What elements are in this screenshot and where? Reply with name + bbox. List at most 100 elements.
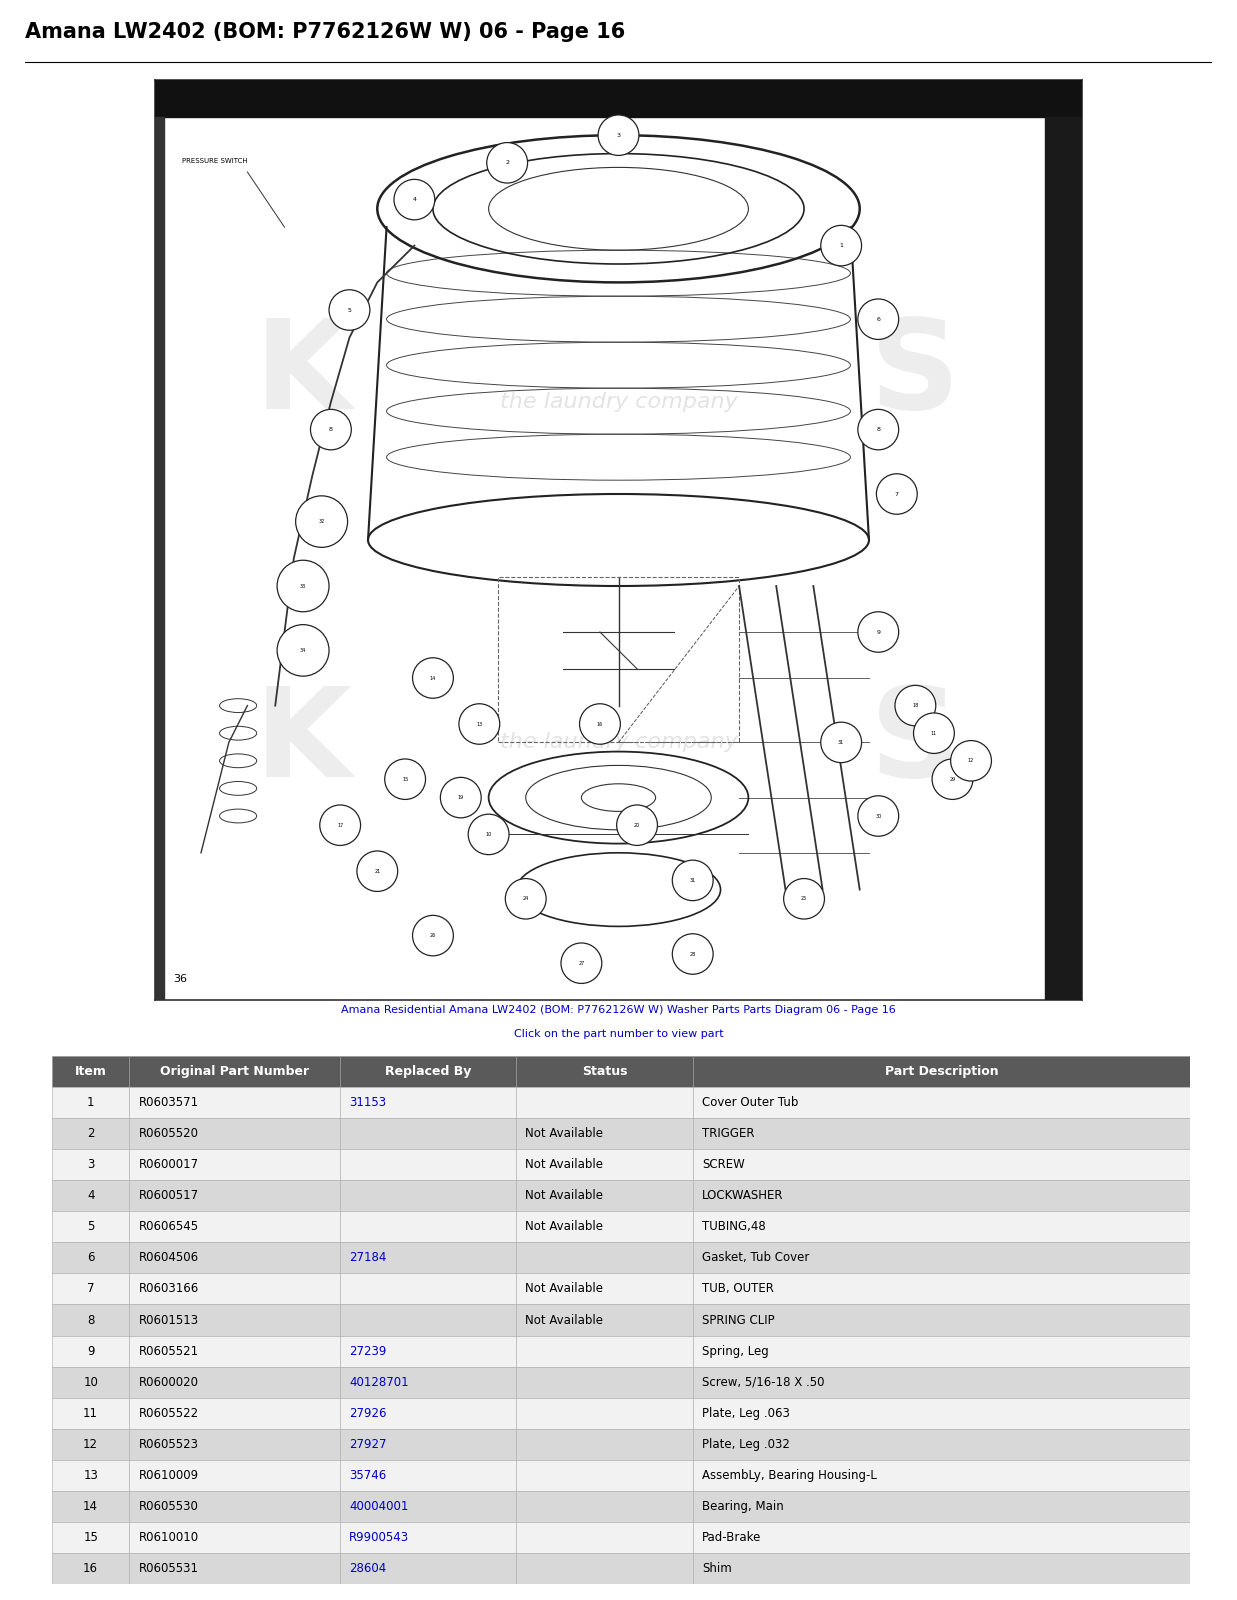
Bar bbox=[52, 1304, 130, 1336]
Bar bbox=[340, 1304, 516, 1336]
Circle shape bbox=[579, 704, 620, 744]
Circle shape bbox=[329, 290, 370, 330]
Text: 27239: 27239 bbox=[349, 1344, 386, 1357]
Bar bbox=[516, 1429, 693, 1459]
Text: 10: 10 bbox=[83, 1376, 98, 1389]
Text: Gasket, Tub Cover: Gasket, Tub Cover bbox=[701, 1251, 809, 1264]
Bar bbox=[52, 1522, 130, 1554]
Bar bbox=[693, 1274, 1190, 1304]
Bar bbox=[52, 1242, 130, 1274]
Circle shape bbox=[296, 496, 348, 547]
Text: Shim: Shim bbox=[701, 1562, 731, 1574]
Text: 1: 1 bbox=[839, 243, 844, 248]
Circle shape bbox=[356, 851, 397, 891]
Text: K: K bbox=[255, 682, 351, 803]
Text: 28: 28 bbox=[689, 952, 696, 957]
Bar bbox=[130, 1522, 340, 1554]
Text: Not Available: Not Available bbox=[526, 1314, 604, 1326]
Text: 13: 13 bbox=[83, 1469, 98, 1482]
Text: 27926: 27926 bbox=[349, 1406, 386, 1419]
Text: 33: 33 bbox=[299, 584, 307, 589]
Text: 35746: 35746 bbox=[349, 1469, 386, 1482]
Bar bbox=[693, 1242, 1190, 1274]
Text: S: S bbox=[871, 314, 960, 435]
Circle shape bbox=[505, 878, 546, 918]
Bar bbox=[130, 1429, 340, 1459]
Bar bbox=[340, 1429, 516, 1459]
Text: Not Available: Not Available bbox=[526, 1126, 604, 1141]
Bar bbox=[155, 80, 1082, 117]
Text: R0600517: R0600517 bbox=[139, 1189, 199, 1202]
Bar bbox=[130, 1366, 340, 1398]
Text: Not Available: Not Available bbox=[526, 1283, 604, 1296]
Text: R9900543: R9900543 bbox=[349, 1531, 409, 1544]
Bar bbox=[1045, 117, 1082, 1000]
Text: 14: 14 bbox=[83, 1499, 98, 1514]
Text: R0605521: R0605521 bbox=[139, 1344, 199, 1357]
Bar bbox=[130, 1242, 340, 1274]
Bar bbox=[340, 1181, 516, 1211]
Text: R0605520: R0605520 bbox=[139, 1126, 198, 1141]
Text: R0610010: R0610010 bbox=[139, 1531, 199, 1544]
Circle shape bbox=[858, 611, 898, 653]
Text: Item: Item bbox=[74, 1066, 106, 1078]
Text: 40004001: 40004001 bbox=[349, 1499, 408, 1514]
Circle shape bbox=[277, 624, 329, 677]
Circle shape bbox=[617, 805, 658, 845]
Bar bbox=[693, 1149, 1190, 1181]
Bar bbox=[52, 1336, 130, 1366]
Bar bbox=[52, 1086, 130, 1118]
Bar bbox=[340, 1336, 516, 1366]
Bar bbox=[52, 1554, 130, 1584]
Text: TUBING,48: TUBING,48 bbox=[701, 1221, 766, 1234]
Text: Plate, Leg .063: Plate, Leg .063 bbox=[701, 1406, 789, 1419]
Text: 20: 20 bbox=[633, 822, 641, 827]
Text: Screw, 5/16-18 X .50: Screw, 5/16-18 X .50 bbox=[701, 1376, 824, 1389]
Bar bbox=[516, 1491, 693, 1522]
Bar bbox=[340, 1522, 516, 1554]
Text: 8: 8 bbox=[876, 427, 881, 432]
Bar bbox=[693, 1522, 1190, 1554]
Text: 5: 5 bbox=[348, 307, 351, 312]
Text: 3: 3 bbox=[87, 1158, 94, 1171]
Text: Part Description: Part Description bbox=[884, 1066, 998, 1078]
Bar bbox=[52, 1118, 130, 1149]
Bar bbox=[516, 1274, 693, 1304]
Text: Replaced By: Replaced By bbox=[385, 1066, 471, 1078]
Text: 4: 4 bbox=[87, 1189, 94, 1202]
Text: R0605522: R0605522 bbox=[139, 1406, 199, 1419]
Text: 34: 34 bbox=[299, 648, 307, 653]
Circle shape bbox=[896, 685, 936, 726]
Text: 4: 4 bbox=[412, 197, 417, 202]
Circle shape bbox=[821, 722, 861, 763]
Circle shape bbox=[933, 758, 972, 800]
Text: 24: 24 bbox=[522, 896, 529, 901]
Text: 15: 15 bbox=[83, 1531, 98, 1544]
Circle shape bbox=[319, 805, 361, 845]
Bar bbox=[693, 1491, 1190, 1522]
Bar bbox=[130, 1274, 340, 1304]
Bar bbox=[130, 1336, 340, 1366]
Bar bbox=[516, 1554, 693, 1584]
Bar bbox=[693, 1304, 1190, 1336]
Circle shape bbox=[412, 915, 453, 955]
Bar bbox=[516, 1086, 693, 1118]
Text: 36: 36 bbox=[173, 973, 187, 984]
Text: Status: Status bbox=[581, 1066, 627, 1078]
Text: 31: 31 bbox=[837, 739, 845, 746]
Bar bbox=[516, 1522, 693, 1554]
Text: R0604506: R0604506 bbox=[139, 1251, 199, 1264]
Circle shape bbox=[784, 878, 824, 918]
Text: 16: 16 bbox=[83, 1562, 98, 1574]
Text: Pad-Brake: Pad-Brake bbox=[701, 1531, 761, 1544]
Bar bbox=[52, 1211, 130, 1242]
Text: 26: 26 bbox=[429, 933, 437, 938]
Bar bbox=[52, 1491, 130, 1522]
Bar bbox=[516, 1398, 693, 1429]
Circle shape bbox=[858, 410, 898, 450]
Text: R0603166: R0603166 bbox=[139, 1283, 199, 1296]
Bar bbox=[340, 1459, 516, 1491]
Text: 17: 17 bbox=[336, 822, 344, 827]
Bar bbox=[693, 1398, 1190, 1429]
Bar bbox=[52, 1459, 130, 1491]
